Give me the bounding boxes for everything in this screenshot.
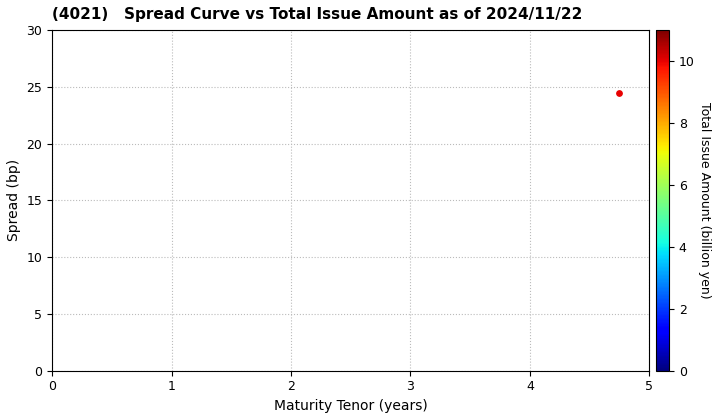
Text: (4021)   Spread Curve vs Total Issue Amount as of 2024/11/22: (4021) Spread Curve vs Total Issue Amoun…	[52, 7, 582, 22]
Y-axis label: Total Issue Amount (billion yen): Total Issue Amount (billion yen)	[698, 102, 711, 299]
Y-axis label: Spread (bp): Spread (bp)	[7, 159, 21, 242]
X-axis label: Maturity Tenor (years): Maturity Tenor (years)	[274, 399, 428, 413]
Point	[613, 89, 625, 96]
